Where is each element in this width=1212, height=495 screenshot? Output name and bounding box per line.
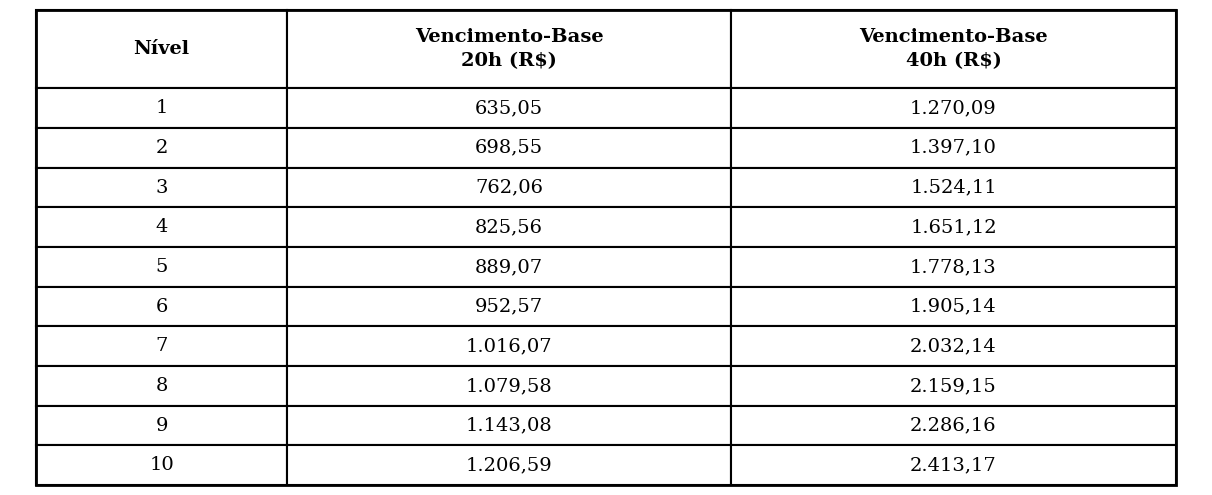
Bar <box>36 88 287 128</box>
Text: 2.286,16: 2.286,16 <box>910 417 996 435</box>
Text: 3: 3 <box>155 179 168 197</box>
Bar <box>731 247 1176 287</box>
Text: 1.905,14: 1.905,14 <box>910 297 996 315</box>
Text: 2.413,17: 2.413,17 <box>910 456 996 474</box>
Text: 762,06: 762,06 <box>475 179 543 197</box>
Text: 1.016,07: 1.016,07 <box>465 337 553 355</box>
Bar <box>36 10 287 88</box>
Bar <box>36 287 287 326</box>
Text: 2.159,15: 2.159,15 <box>910 377 996 395</box>
Text: 1.079,58: 1.079,58 <box>465 377 553 395</box>
Text: Vencimento-Base
40h (R$): Vencimento-Base 40h (R$) <box>859 28 1048 70</box>
Text: 1.524,11: 1.524,11 <box>910 179 996 197</box>
Text: 9: 9 <box>155 417 168 435</box>
Bar <box>287 207 731 247</box>
Bar <box>731 128 1176 168</box>
Bar <box>36 326 287 366</box>
Text: 1: 1 <box>155 99 168 117</box>
Text: 1.143,08: 1.143,08 <box>465 417 553 435</box>
Text: 10: 10 <box>149 456 175 474</box>
Bar <box>731 10 1176 88</box>
Text: 889,07: 889,07 <box>475 258 543 276</box>
Text: 2.032,14: 2.032,14 <box>910 337 996 355</box>
Bar <box>36 247 287 287</box>
Bar <box>36 207 287 247</box>
Bar <box>731 287 1176 326</box>
Bar <box>287 247 731 287</box>
Bar <box>731 88 1176 128</box>
Text: Nível: Nível <box>133 40 190 58</box>
Text: 4: 4 <box>155 218 168 236</box>
Text: 825,56: 825,56 <box>475 218 543 236</box>
Text: 2: 2 <box>155 139 168 157</box>
Bar <box>731 406 1176 446</box>
Text: 1.270,09: 1.270,09 <box>910 99 996 117</box>
Bar <box>36 366 287 406</box>
Text: 1.397,10: 1.397,10 <box>910 139 997 157</box>
Text: 1.651,12: 1.651,12 <box>910 218 996 236</box>
Bar <box>731 326 1176 366</box>
Bar <box>287 88 731 128</box>
Text: 6: 6 <box>155 297 168 315</box>
Bar <box>36 406 287 446</box>
Bar <box>287 446 731 485</box>
Bar <box>287 326 731 366</box>
Bar <box>731 168 1176 207</box>
Bar <box>36 168 287 207</box>
Bar <box>731 366 1176 406</box>
Bar <box>731 446 1176 485</box>
Text: 1.206,59: 1.206,59 <box>465 456 553 474</box>
Text: 7: 7 <box>155 337 168 355</box>
Bar <box>287 168 731 207</box>
Bar <box>287 366 731 406</box>
Text: Vencimento-Base
20h (R$): Vencimento-Base 20h (R$) <box>415 28 604 70</box>
Bar <box>731 207 1176 247</box>
Bar <box>36 446 287 485</box>
Bar <box>287 128 731 168</box>
Bar <box>287 287 731 326</box>
Text: 952,57: 952,57 <box>475 297 543 315</box>
Bar <box>36 128 287 168</box>
Text: 5: 5 <box>155 258 168 276</box>
Bar <box>287 10 731 88</box>
Text: 8: 8 <box>155 377 168 395</box>
Text: 698,55: 698,55 <box>475 139 543 157</box>
Bar <box>287 406 731 446</box>
Text: 635,05: 635,05 <box>475 99 543 117</box>
Text: 1.778,13: 1.778,13 <box>910 258 996 276</box>
